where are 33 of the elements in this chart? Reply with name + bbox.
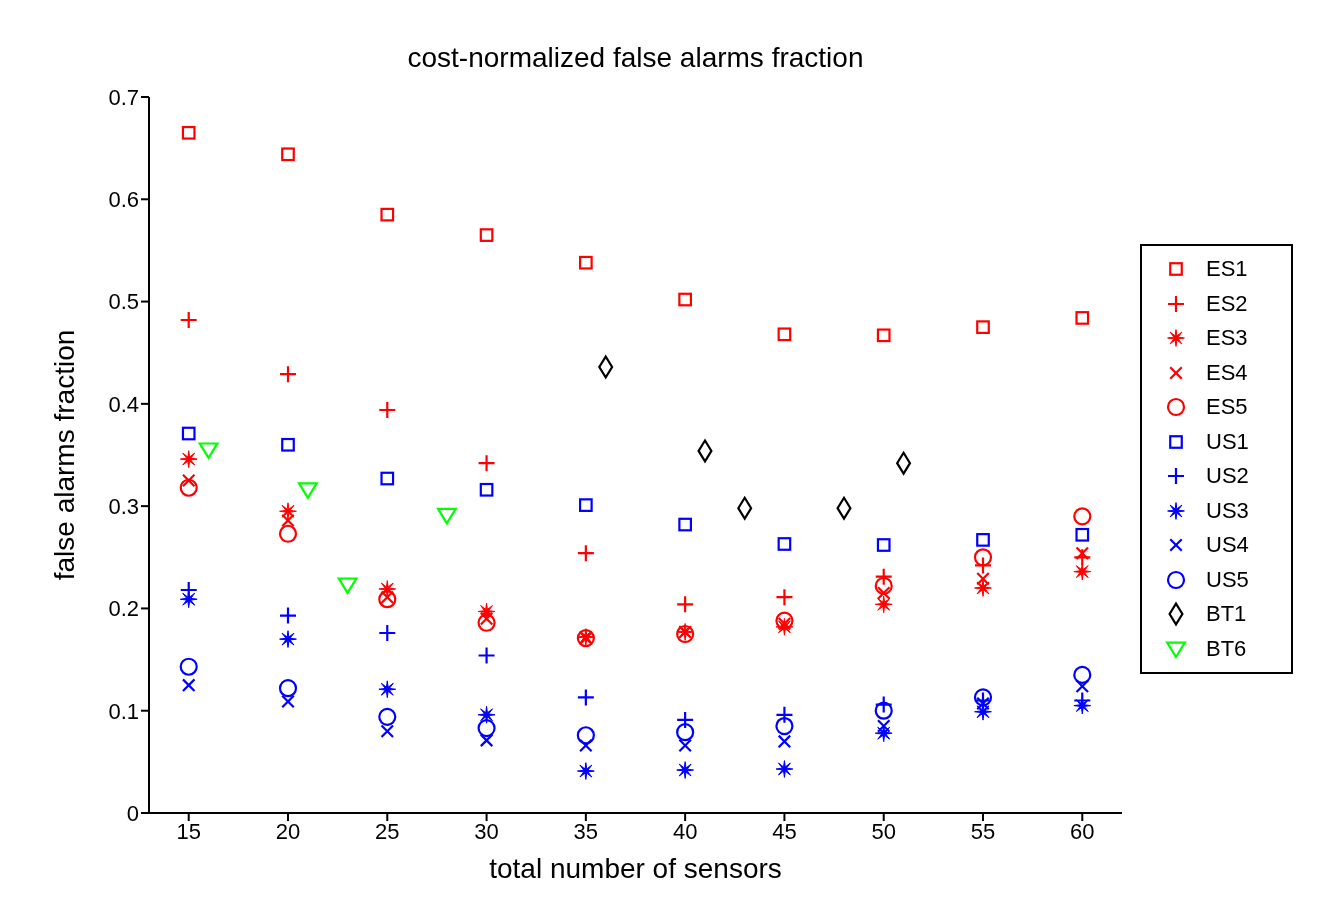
x-tick-label: 50 (871, 818, 896, 844)
x-tick-label: 60 (1070, 818, 1095, 844)
x-tick-label: 35 (573, 818, 599, 844)
legend-label: US5 (1206, 566, 1249, 593)
legend-label: ES2 (1206, 290, 1248, 317)
x-tick-label: 40 (672, 818, 698, 844)
legend-label: US1 (1206, 428, 1249, 455)
x-axis-title: total number of sensors (489, 853, 782, 884)
x-tick-label: 45 (772, 818, 797, 844)
y-tick-label: 0.7 (108, 84, 139, 110)
chart-title: cost-normalized false alarms fraction (406, 42, 865, 74)
x-tick-label: 20 (275, 818, 301, 844)
legend-label: ES5 (1206, 394, 1248, 421)
legend-label: US2 (1206, 463, 1249, 490)
y-tick-label: 0 (126, 800, 139, 826)
x-tick-label: 15 (176, 818, 201, 844)
y-tick-label: 0.2 (108, 596, 139, 622)
legend-label: ES4 (1206, 359, 1248, 386)
x-tick-label: 55 (970, 818, 996, 844)
legend-label: ES3 (1206, 325, 1248, 352)
y-axis-title: false alarms fraction (48, 329, 80, 581)
legend-label: BT6 (1206, 635, 1247, 662)
x-tick-label: 30 (474, 818, 499, 844)
y-tick-label: 0.1 (108, 698, 139, 724)
legend-label: US3 (1206, 497, 1249, 524)
y-tick-label: 0.5 (108, 289, 139, 315)
legend-label: ES1 (1206, 256, 1248, 283)
y-tick-label: 0.6 (108, 187, 139, 213)
y-tick-label: 0.3 (108, 493, 139, 519)
x-tick-label: 25 (375, 818, 400, 844)
legend-label: BT1 (1206, 601, 1247, 628)
legend-label: US4 (1206, 532, 1249, 559)
y-tick-label: 0.4 (108, 391, 139, 417)
